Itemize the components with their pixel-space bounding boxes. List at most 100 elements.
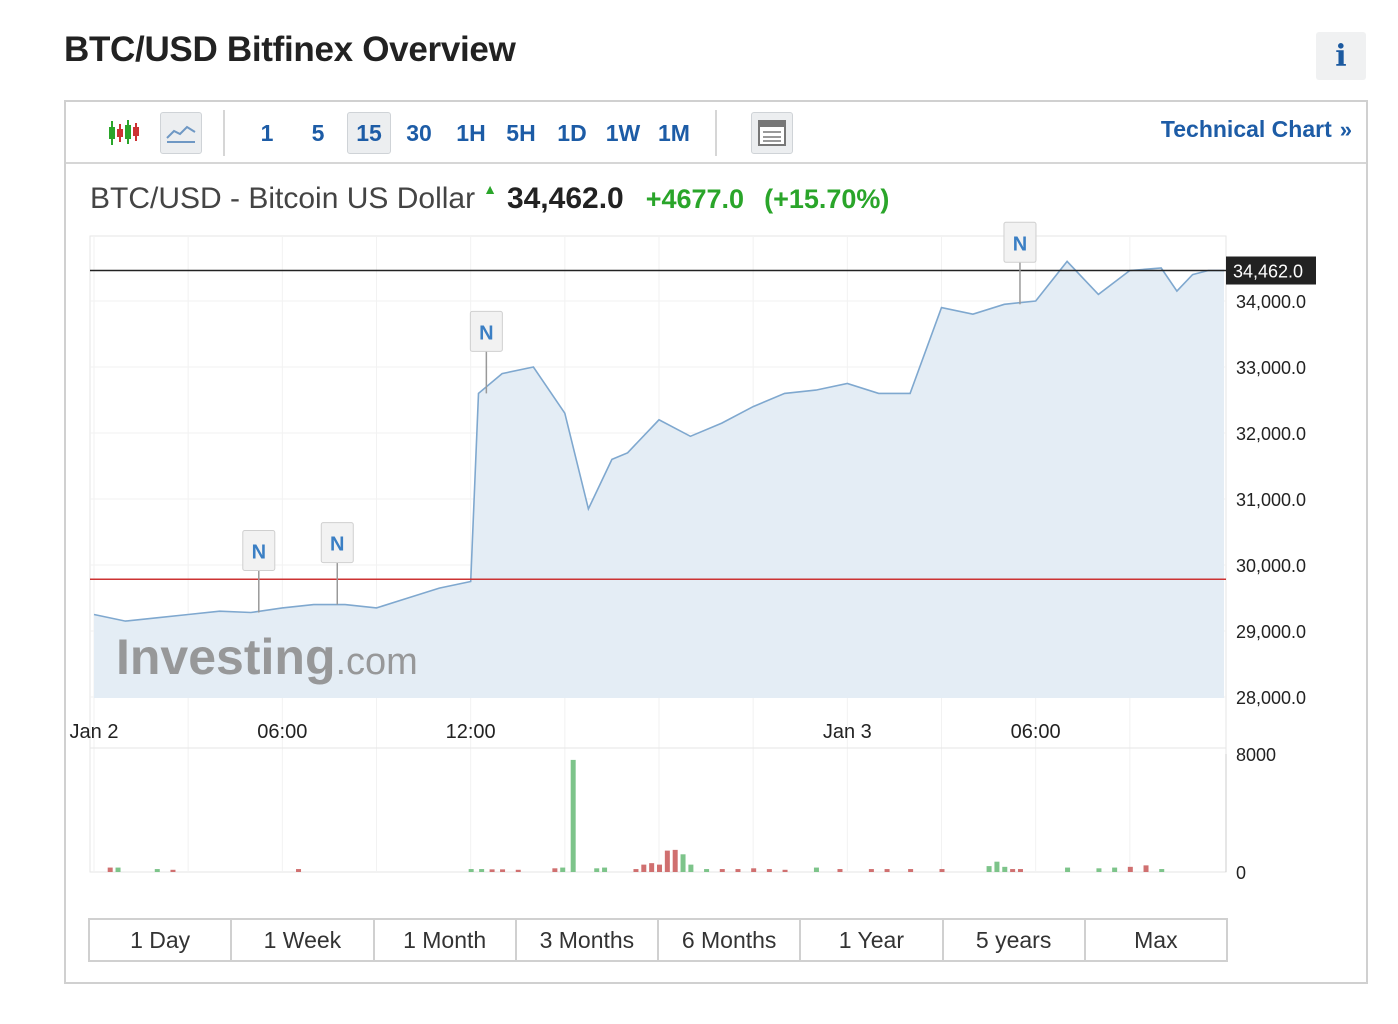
volume-bar (489, 869, 495, 872)
volume-bar (468, 869, 474, 872)
range-6-months[interactable]: 6 Months (659, 920, 802, 960)
chevron-right-icon: » (1339, 117, 1352, 142)
news-marker-label: N (1013, 233, 1027, 255)
range-3-months[interactable]: 3 Months (516, 920, 659, 960)
y-tick-label: 31,000.0 (1236, 490, 1306, 510)
volume-bar (479, 869, 485, 872)
volume-bar (908, 869, 914, 872)
range-1-year[interactable]: 1 Year (801, 920, 944, 960)
timeframe-1h[interactable]: 1H (456, 119, 486, 146)
volume-bar (1096, 868, 1102, 872)
chart-widget: 1 5 15 30 1H 5H 1D 1W 1M Technical Chart… (64, 100, 1368, 984)
volume-bar (649, 863, 655, 872)
volume-bar (766, 869, 772, 872)
toolbar-divider (715, 110, 717, 156)
volume-bar (837, 869, 843, 872)
timeframe-15[interactable]: 15 (347, 112, 391, 154)
price-area (94, 261, 1224, 698)
news-marker-flag (242, 530, 276, 572)
y-tick-label: 33,000.0 (1236, 358, 1306, 378)
y-tick-label: 32,000.0 (1236, 424, 1306, 444)
range-selector: 1 Day 1 Week 1 Month 3 Months 6 Months 1… (88, 918, 1228, 962)
volume-bar (1143, 865, 1149, 872)
volume-bar (115, 867, 121, 872)
volume-bar (515, 869, 521, 872)
volume-bar (672, 849, 678, 872)
range-1-month[interactable]: 1 Month (374, 920, 517, 960)
range-max[interactable]: Max (1085, 920, 1226, 960)
layout-icon[interactable] (751, 112, 793, 154)
volume-bar (719, 869, 725, 872)
volume-bar (107, 867, 113, 872)
volume-bar (552, 868, 558, 872)
volume-bar (1010, 869, 1016, 872)
volume-bar (296, 869, 302, 872)
volume-bar (939, 869, 945, 872)
technical-chart-link[interactable]: Technical Chart » (1161, 116, 1352, 143)
timeframe-1[interactable]: 1 (260, 119, 274, 146)
volume-bar (560, 867, 566, 872)
toolbar-divider (223, 110, 225, 156)
volume-bar (813, 867, 819, 872)
volume-bar (641, 864, 647, 872)
volume-tick-label: 8000 (1236, 745, 1276, 765)
range-1-day[interactable]: 1 Day (90, 920, 233, 960)
volume-bar (1065, 867, 1071, 872)
news-marker-flag (1003, 221, 1037, 263)
timeframe-30[interactable]: 30 (406, 119, 432, 146)
volume-bar (1002, 866, 1008, 872)
watermark-logo: Investing.com (116, 629, 418, 685)
last-price-label: 34,462.0 (1233, 262, 1303, 282)
line-chart-icon[interactable] (160, 112, 202, 154)
price-change: +4677.0 (645, 184, 745, 214)
volume-bar (1112, 867, 1118, 872)
y-tick-label: 30,000.0 (1236, 556, 1306, 576)
price-change-percent: (+15.70%) (764, 184, 890, 214)
volume-bar (782, 869, 788, 872)
y-tick-label: 28,000.0 (1236, 688, 1306, 708)
quote-header: BTC/USD - Bitcoin US Dollar ▲ 34,462.0 +… (90, 181, 890, 216)
info-icon[interactable]: i (1316, 32, 1366, 80)
news-marker-label: N (479, 322, 493, 344)
timeframe-1w[interactable]: 1W (605, 119, 641, 146)
technical-chart-label: Technical Chart (1160, 116, 1332, 142)
range-5-years[interactable]: 5 years (943, 920, 1086, 960)
volume-bar (704, 869, 710, 872)
candlestick-icon[interactable] (102, 112, 144, 154)
y-tick-label: 29,000.0 (1236, 622, 1306, 642)
volume-bar (751, 868, 757, 872)
price-line (93, 260, 1224, 622)
last-price-badge (1226, 256, 1316, 285)
volume-bar (594, 868, 600, 872)
timeframe-5[interactable]: 5 (311, 119, 325, 146)
price-chart[interactable]: Investing.com 34,462.0 34,000.0 33,000.0 32,… (66, 102, 1366, 902)
range-1-week[interactable]: 1 Week (232, 920, 375, 960)
volume-bar (735, 869, 741, 872)
volume-bar (657, 864, 662, 872)
x-tick-label: 06:00 (1011, 721, 1061, 743)
volume-bar (884, 869, 890, 872)
chart-toolbar: 1 5 15 30 1H 5H 1D 1W 1M Technical Chart… (66, 102, 1366, 164)
volume-bar (154, 869, 160, 872)
page-title: BTC/USD Bitfinex Overview (64, 30, 516, 69)
timeframe-1m[interactable]: 1M (658, 119, 690, 146)
volume-bar (1127, 866, 1133, 872)
volume-bar (986, 866, 992, 872)
volume-bar (602, 867, 608, 872)
instrument-name: BTC/USD - Bitcoin US Dollar (90, 182, 476, 215)
volume-bar (633, 869, 639, 872)
news-marker-label: N (252, 542, 266, 564)
volume-bar (664, 850, 670, 872)
news-marker-label: N (330, 534, 344, 556)
volume-tick-label: 0 (1236, 863, 1246, 883)
news-marker-flag (469, 310, 503, 352)
volume-bar (868, 869, 874, 872)
timeframe-5h[interactable]: 5H (506, 119, 536, 146)
arrow-up-icon: ▲ (483, 181, 497, 197)
volume-bar (994, 861, 1000, 872)
x-tick-label: 06:00 (257, 721, 307, 743)
last-price: 34,462.0 (506, 182, 624, 215)
news-marker-flag (320, 522, 354, 564)
volume-bar (680, 854, 686, 872)
timeframe-1d[interactable]: 1D (557, 119, 587, 146)
